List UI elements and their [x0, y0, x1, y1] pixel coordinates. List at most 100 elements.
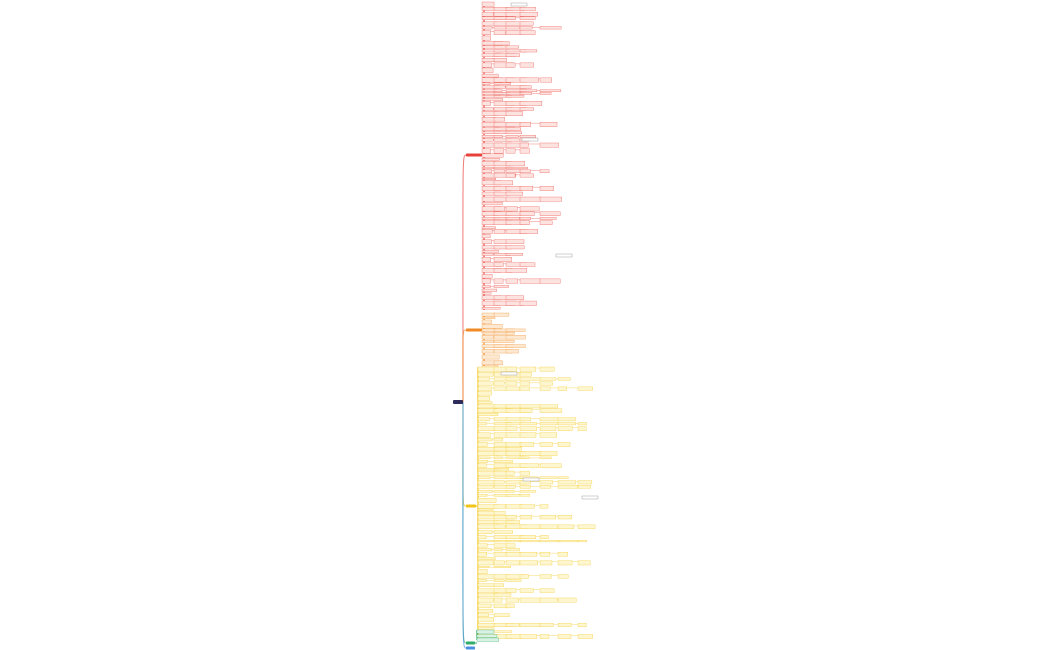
sub-node	[539, 404, 558, 409]
sub-node	[539, 366, 555, 372]
sub-node	[519, 262, 536, 267]
sub-node	[477, 498, 497, 503]
sub-node	[493, 339, 515, 343]
sub-node	[557, 524, 575, 529]
sub-node	[481, 45, 496, 49]
sub-node	[477, 627, 495, 630]
branch-node	[466, 504, 476, 508]
sub-node	[477, 560, 494, 566]
sub-node	[519, 504, 535, 509]
sub-node	[477, 480, 497, 485]
sub-node	[505, 253, 523, 256]
sub-node	[539, 463, 562, 468]
sub-node	[519, 442, 535, 447]
sub-node	[477, 566, 490, 568]
sub-node	[577, 386, 593, 391]
sub-node	[539, 186, 554, 191]
sub-node	[481, 354, 500, 360]
sub-node	[493, 381, 505, 386]
branch	[462, 401, 475, 650]
sub-node	[493, 41, 510, 46]
sub-node	[519, 217, 531, 220]
sub-node	[493, 111, 508, 116]
sub-node	[481, 138, 494, 142]
sub-node	[481, 158, 500, 161]
sub-node	[477, 583, 495, 587]
sub-node	[476, 629, 495, 634]
sub-node	[577, 426, 587, 431]
sub-node	[505, 131, 523, 134]
sub-node	[577, 524, 596, 529]
sub-node	[519, 49, 538, 53]
sub-node	[493, 26, 507, 30]
sub-node	[481, 7, 495, 11]
sub-node	[481, 324, 503, 329]
sub-node	[493, 504, 507, 509]
sub-node	[539, 597, 558, 603]
sub-node	[539, 432, 557, 438]
sub-node	[481, 274, 493, 279]
sub-node	[519, 432, 537, 438]
sub-node	[477, 574, 496, 579]
sub-node	[539, 485, 551, 489]
sub-node	[477, 386, 492, 391]
sub-node	[519, 456, 530, 459]
sub-node	[519, 634, 537, 639]
sub-node	[519, 173, 534, 178]
sub-node	[557, 552, 568, 557]
sub-node	[505, 239, 525, 244]
sub-node	[519, 7, 536, 11]
sub-node	[477, 422, 487, 426]
sub-node	[481, 278, 491, 284]
sub-node	[505, 588, 517, 593]
sub-node	[557, 417, 576, 422]
sub-node	[505, 552, 523, 557]
sub-node	[477, 413, 499, 416]
sub-node	[505, 335, 526, 340]
sub-node	[505, 191, 524, 196]
sub-node	[481, 229, 493, 234]
sub-node	[493, 511, 506, 515]
sub-node	[493, 11, 508, 17]
sub-node	[505, 603, 515, 609]
sub-node	[493, 442, 507, 447]
sub-node	[505, 206, 518, 212]
sub-node	[505, 166, 528, 170]
sub-node	[481, 239, 492, 244]
sub-node	[557, 386, 567, 391]
note-box	[522, 477, 540, 482]
sub-node	[519, 422, 537, 426]
sub-node	[505, 173, 516, 178]
sub-node	[493, 229, 506, 234]
sub-node	[539, 476, 557, 479]
sub-node	[481, 202, 503, 206]
branch-connector	[462, 401, 467, 649]
sub-node	[519, 26, 533, 30]
sub-node	[505, 597, 519, 603]
sub-node	[519, 560, 538, 566]
sub-node	[481, 307, 501, 310]
sub-node	[493, 85, 506, 89]
branch	[462, 366, 596, 639]
sub-node	[477, 557, 496, 561]
sub-node	[476, 634, 498, 638]
sub-node	[476, 637, 499, 642]
sub-node	[477, 511, 496, 515]
sub-node	[477, 437, 493, 442]
sub-node	[505, 138, 521, 142]
sub-node	[493, 460, 513, 463]
sub-node	[557, 377, 571, 381]
sub-node	[505, 381, 518, 386]
sub-node	[481, 328, 496, 332]
sub-node	[557, 480, 576, 485]
branch	[462, 312, 526, 403]
sub-node	[519, 186, 534, 191]
sub-node	[505, 366, 518, 372]
sub-node	[493, 535, 507, 540]
sub-node	[519, 381, 530, 386]
sub-node	[481, 285, 491, 288]
sub-node	[505, 186, 523, 191]
sub-node	[505, 485, 516, 489]
sub-node	[539, 211, 561, 216]
sub-node	[481, 67, 494, 73]
